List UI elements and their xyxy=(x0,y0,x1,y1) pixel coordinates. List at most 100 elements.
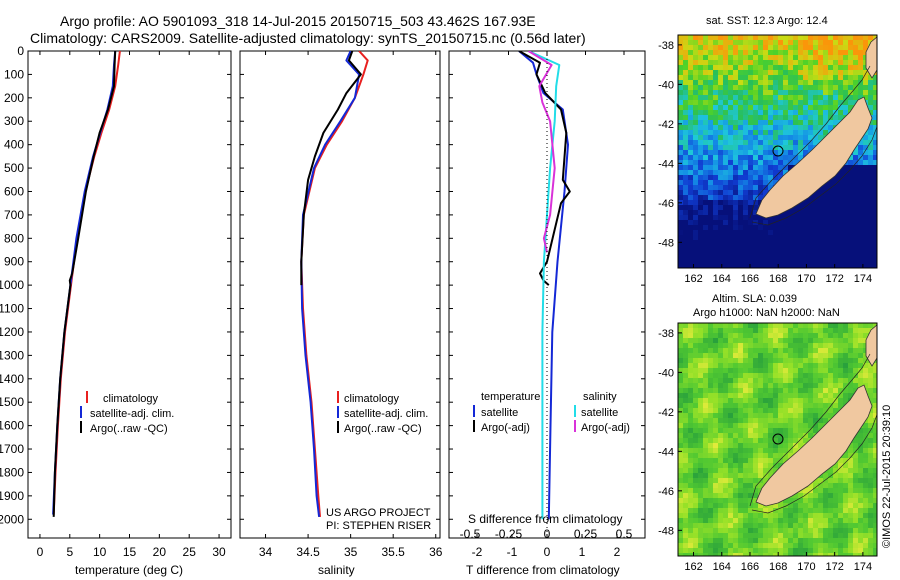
field-cell xyxy=(708,388,714,394)
field-cell xyxy=(713,130,719,136)
field-cell xyxy=(743,413,749,419)
field-cell xyxy=(798,553,804,556)
field-cell xyxy=(773,413,779,419)
field-cell xyxy=(848,245,854,251)
field-cell xyxy=(793,538,799,544)
field-cell xyxy=(748,398,754,404)
field-cell xyxy=(718,553,724,556)
field-cell xyxy=(688,225,694,231)
field-cell xyxy=(748,40,754,46)
field-cell xyxy=(693,120,699,126)
field-cell xyxy=(778,388,784,394)
field-cell xyxy=(808,85,814,91)
field-cell xyxy=(718,170,724,176)
field-cell xyxy=(783,95,789,101)
field-cell xyxy=(718,175,724,181)
field-cell xyxy=(813,393,819,399)
field-cell xyxy=(678,493,684,499)
field-cell xyxy=(718,145,724,151)
field-cell xyxy=(833,523,839,529)
field-cell xyxy=(678,230,684,236)
field-cell xyxy=(708,105,714,111)
field-cell xyxy=(863,333,869,339)
field-cell xyxy=(873,523,877,529)
field-cell xyxy=(813,135,819,141)
field-cell xyxy=(813,528,819,534)
field-cell xyxy=(868,543,874,549)
field-cell xyxy=(768,403,774,409)
field-cell xyxy=(803,145,809,151)
field-cell xyxy=(718,428,724,434)
field-cell xyxy=(828,110,834,116)
field-cell xyxy=(868,533,874,539)
field-cell xyxy=(693,508,699,514)
field-cell xyxy=(773,403,779,409)
field-cell xyxy=(813,543,819,549)
field-cell xyxy=(693,488,699,494)
field-cell xyxy=(818,255,824,261)
field-cell xyxy=(718,463,724,469)
field-cell xyxy=(748,353,754,359)
field-cell xyxy=(743,105,749,111)
field-cell xyxy=(858,488,864,494)
field-cell xyxy=(768,458,774,464)
field-cell xyxy=(833,398,839,404)
x-tick-label: 0 xyxy=(37,545,44,559)
field-cell xyxy=(798,95,804,101)
field-cell xyxy=(708,235,714,241)
field-cell xyxy=(728,423,734,429)
field-cell xyxy=(708,378,714,384)
field-cell xyxy=(733,498,739,504)
field-cell xyxy=(683,40,689,46)
field-cell xyxy=(718,478,724,484)
field-cell xyxy=(728,553,734,556)
field-cell xyxy=(863,498,869,504)
field-cell xyxy=(788,225,794,231)
field-cell xyxy=(733,135,739,141)
field-cell xyxy=(723,260,729,266)
field-cell xyxy=(843,373,849,379)
field-cell xyxy=(728,543,734,549)
field-cell xyxy=(833,533,839,539)
field-cell xyxy=(863,165,869,171)
field-cell xyxy=(678,463,684,469)
field-cell xyxy=(758,483,764,489)
difference-line xyxy=(528,51,561,520)
field-cell xyxy=(713,388,719,394)
field-cell xyxy=(773,230,779,236)
field-cell xyxy=(793,343,799,349)
field-cell xyxy=(838,333,844,339)
field-cell xyxy=(863,255,869,261)
field-cell xyxy=(698,348,704,354)
field-cell xyxy=(783,533,789,539)
field-cell xyxy=(753,538,759,544)
field-cell xyxy=(748,473,754,479)
field-cell xyxy=(863,433,869,439)
field-cell xyxy=(793,60,799,66)
field-cell xyxy=(833,543,839,549)
field-cell xyxy=(748,100,754,106)
field-cell xyxy=(803,200,809,206)
field-cell xyxy=(838,473,844,479)
field-cell xyxy=(723,463,729,469)
field-cell xyxy=(848,185,854,191)
field-cell xyxy=(718,260,724,266)
field-cell xyxy=(683,483,689,489)
field-cell xyxy=(733,433,739,439)
field-cell xyxy=(768,225,774,231)
field-cell xyxy=(738,413,744,419)
field-cell xyxy=(833,220,839,226)
field-cell xyxy=(833,210,839,216)
field-cell xyxy=(738,140,744,146)
field-cell xyxy=(703,458,709,464)
field-cell xyxy=(833,493,839,499)
field-cell xyxy=(778,453,784,459)
field-cell xyxy=(798,513,804,519)
field-cell xyxy=(783,80,789,86)
field-cell xyxy=(853,528,859,534)
field-cell xyxy=(843,483,849,489)
field-cell xyxy=(723,80,729,86)
field-cell xyxy=(693,513,699,519)
field-cell xyxy=(713,160,719,166)
field-cell xyxy=(773,373,779,379)
